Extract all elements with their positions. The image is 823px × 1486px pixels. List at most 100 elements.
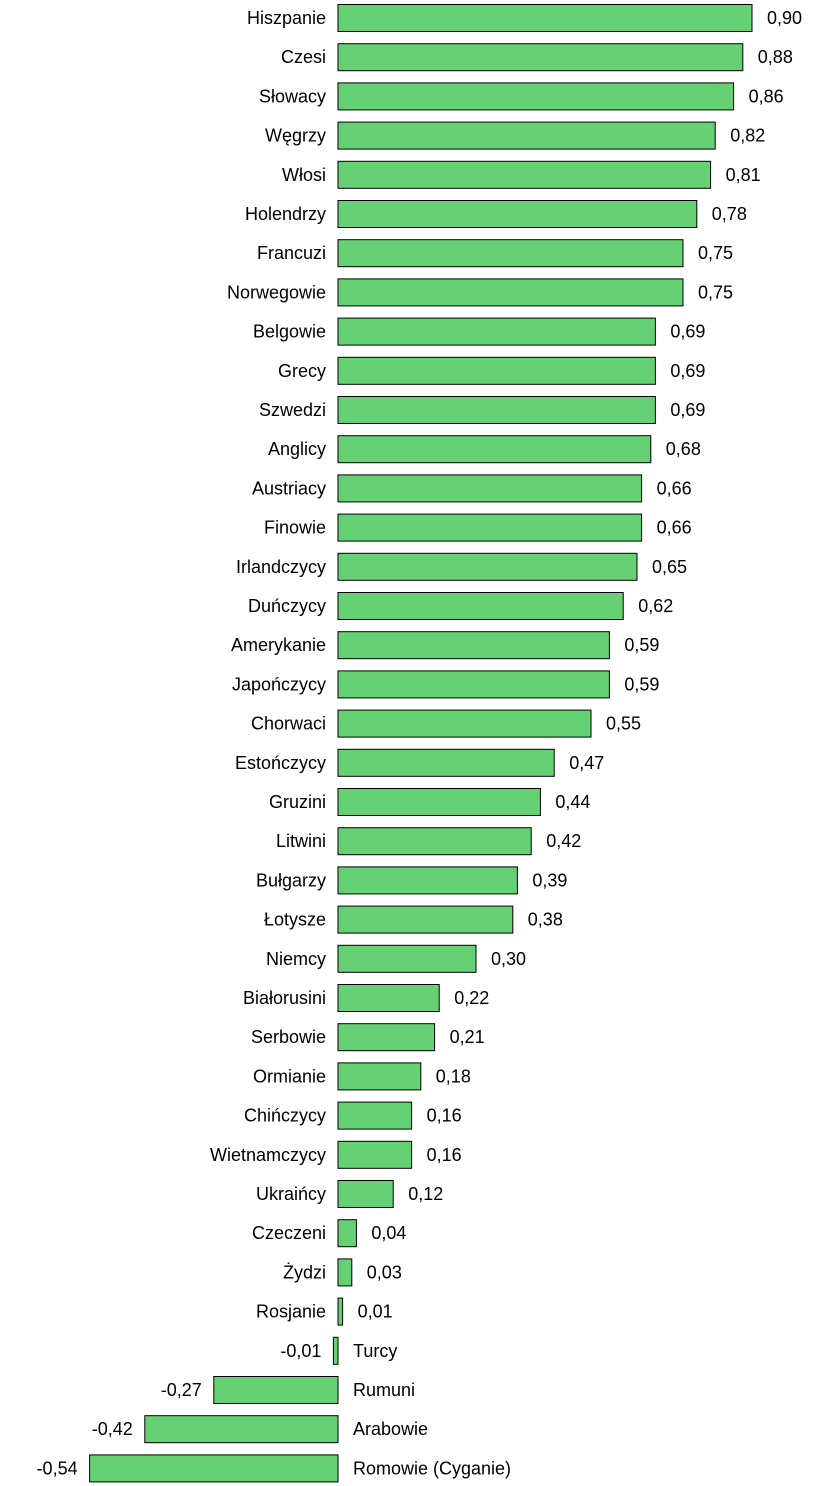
bar [337, 709, 592, 738]
value-label: 0,12 [408, 1184, 443, 1204]
value-label: -0,42 [92, 1419, 133, 1439]
bar [337, 356, 656, 385]
value-label: 0,03 [367, 1262, 402, 1282]
bar [337, 82, 735, 111]
category-label: Irlandczycy [236, 557, 326, 577]
value-label: -0,01 [280, 1341, 321, 1361]
category-label: Bułgarzy [256, 870, 326, 890]
category-label: Ukraińcy [256, 1184, 326, 1204]
category-label: Żydzi [283, 1262, 326, 1282]
bar [337, 592, 624, 620]
value-label: 0,86 [749, 86, 784, 106]
bar [144, 1415, 339, 1444]
bar [337, 239, 684, 268]
bar [337, 43, 744, 72]
value-label: 0,66 [657, 518, 692, 538]
value-label: 0,90 [767, 8, 802, 28]
value-label: 0,62 [638, 596, 673, 616]
bar [337, 866, 518, 895]
category-label: Romowie (Cyganie) [353, 1458, 511, 1478]
value-label: 0,65 [652, 557, 687, 577]
bar [337, 552, 638, 581]
value-label: 0,22 [454, 988, 489, 1008]
value-label: 0,55 [606, 714, 641, 734]
value-label: -0,27 [161, 1380, 202, 1400]
value-label: 0,01 [358, 1302, 393, 1322]
value-label: 0,44 [555, 792, 590, 812]
bar [337, 827, 532, 856]
value-label: 0,47 [569, 753, 604, 773]
bar [337, 160, 712, 189]
value-label: -0,54 [37, 1458, 78, 1478]
value-label: 0,42 [546, 831, 581, 851]
category-label: Łotysze [264, 910, 326, 930]
value-label: 0,69 [670, 361, 705, 381]
value-label: 0,18 [436, 1066, 471, 1086]
category-label: Belgowie [253, 322, 326, 342]
category-label: Węgrzy [265, 126, 326, 146]
value-label: 0,82 [730, 126, 765, 146]
bar [337, 396, 656, 424]
bar [337, 4, 753, 32]
value-label: 0,69 [670, 400, 705, 420]
bar [337, 1219, 357, 1248]
value-label: 0,68 [666, 439, 701, 459]
category-label: Holendrzy [245, 204, 326, 224]
category-label: Finowie [264, 518, 326, 538]
value-label: 0,59 [624, 674, 659, 694]
bar [337, 1101, 413, 1130]
value-label: 0,30 [491, 949, 526, 969]
value-label: 0,69 [670, 322, 705, 342]
category-label: Ormianie [253, 1066, 326, 1086]
value-label: 0,75 [698, 282, 733, 302]
category-label: Serbowie [251, 1027, 326, 1047]
category-label: Norwegowie [227, 282, 326, 302]
bar [337, 1140, 413, 1169]
category-label: Rosjanie [256, 1302, 326, 1322]
category-label: Słowacy [259, 86, 326, 106]
value-label: 0,78 [712, 204, 747, 224]
category-label: Austriacy [252, 478, 326, 498]
bar [337, 748, 555, 777]
bar [337, 984, 440, 1012]
category-label: Chorwaci [251, 714, 326, 734]
category-label: Grecy [278, 361, 326, 381]
category-label: Niemcy [266, 949, 326, 969]
bar [337, 905, 514, 934]
category-label: Szwedzi [259, 400, 326, 420]
category-label: Arabowie [353, 1419, 428, 1439]
value-label: 0,16 [427, 1145, 462, 1165]
category-label: Chińczycy [244, 1106, 326, 1126]
bar [337, 631, 610, 660]
value-label: 0,88 [758, 47, 793, 67]
bar [332, 1336, 339, 1365]
bar [337, 121, 716, 150]
category-label: Białorusini [243, 988, 326, 1008]
category-label: Czeczeni [252, 1223, 326, 1243]
category-label: Litwini [276, 831, 326, 851]
value-label: 0,75 [698, 243, 733, 263]
category-label: Japończycy [232, 674, 326, 694]
bar [337, 1258, 353, 1287]
value-label: 0,66 [657, 478, 692, 498]
bar [337, 1023, 436, 1052]
category-label: Czesi [281, 47, 326, 67]
bar [337, 513, 643, 542]
category-label: Włosi [282, 165, 326, 185]
category-label: Hiszpanie [247, 8, 326, 28]
category-label: Rumuni [353, 1380, 415, 1400]
bar [337, 1180, 394, 1208]
value-label: 0,39 [532, 870, 567, 890]
value-label: 0,81 [726, 165, 761, 185]
bar [337, 944, 477, 973]
value-label: 0,04 [371, 1223, 406, 1243]
category-label: Estończycy [235, 753, 326, 773]
category-label: Duńczycy [248, 596, 326, 616]
bar [337, 1297, 344, 1326]
bar [337, 788, 541, 816]
bar [337, 474, 643, 503]
category-label: Amerykanie [231, 635, 326, 655]
bar [337, 317, 656, 346]
bar [213, 1376, 339, 1404]
